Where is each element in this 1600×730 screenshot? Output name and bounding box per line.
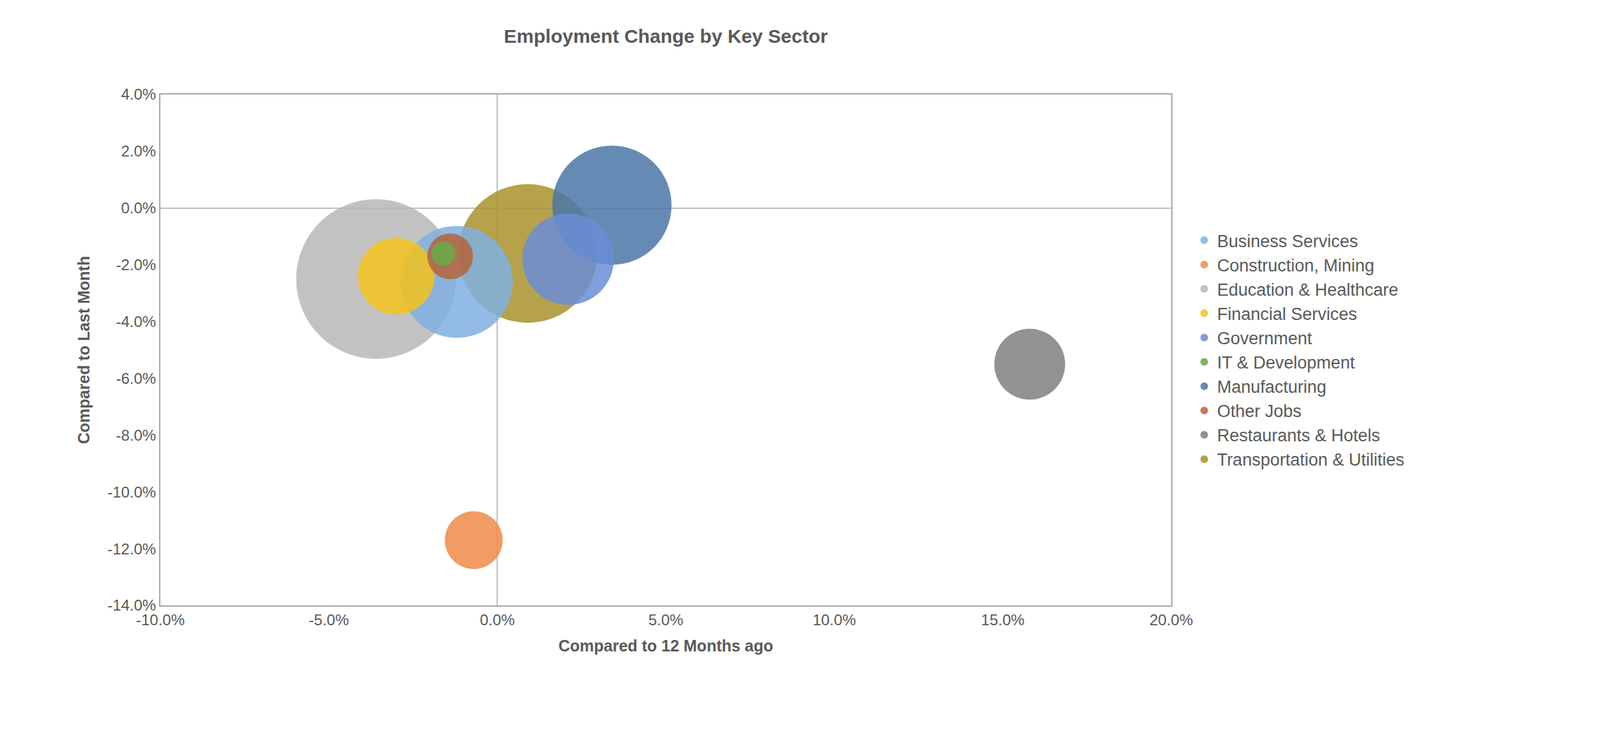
svg-text:Restaurants & Hotels: Restaurants & Hotels — [1217, 426, 1381, 446]
svg-text:Employment Change by Key Secto: Employment Change by Key Sector — [504, 25, 829, 47]
svg-text:Government: Government — [1217, 329, 1313, 349]
svg-text:IT & Development: IT & Development — [1217, 353, 1356, 373]
svg-text:0.0%: 0.0% — [479, 611, 516, 629]
svg-text:-5.0%: -5.0% — [308, 611, 349, 629]
svg-text:Construction, Mining: Construction, Mining — [1217, 256, 1375, 276]
svg-text:2.0%: 2.0% — [120, 142, 156, 160]
svg-text:-6.0%: -6.0% — [115, 369, 156, 388]
svg-text:10.0%: 10.0% — [812, 611, 857, 629]
svg-text:20.0%: 20.0% — [1149, 611, 1193, 629]
svg-text:-10.0%: -10.0% — [107, 483, 156, 501]
svg-text:Compared to Last Month: Compared to Last Month — [74, 256, 93, 445]
svg-text:Financial Services: Financial Services — [1217, 304, 1358, 324]
svg-text:Other Jobs: Other Jobs — [1217, 401, 1302, 422]
svg-text:Education & Healthcare: Education & Healthcare — [1217, 280, 1399, 300]
svg-text:-12.0%: -12.0% — [107, 540, 156, 558]
svg-text:5.0%: 5.0% — [648, 611, 684, 629]
svg-text:Business Services: Business Services — [1217, 231, 1359, 252]
svg-text:-4.0%: -4.0% — [115, 313, 156, 331]
svg-text:Compared to 12 Months ago: Compared to 12 Months ago — [558, 637, 774, 655]
svg-text:Manufacturing: Manufacturing — [1217, 377, 1327, 397]
svg-text:15.0%: 15.0% — [980, 611, 1025, 629]
svg-text:4.0%: 4.0% — [120, 85, 156, 103]
svg-text:-10.0%: -10.0% — [136, 611, 185, 629]
svg-text:-2.0%: -2.0% — [115, 256, 156, 274]
svg-text:0.0%: 0.0% — [120, 199, 156, 217]
svg-text:Transportation & Utilities: Transportation & Utilities — [1217, 450, 1405, 470]
svg-text:-8.0%: -8.0% — [115, 426, 156, 445]
svg-text:-14.0%: -14.0% — [107, 596, 156, 615]
